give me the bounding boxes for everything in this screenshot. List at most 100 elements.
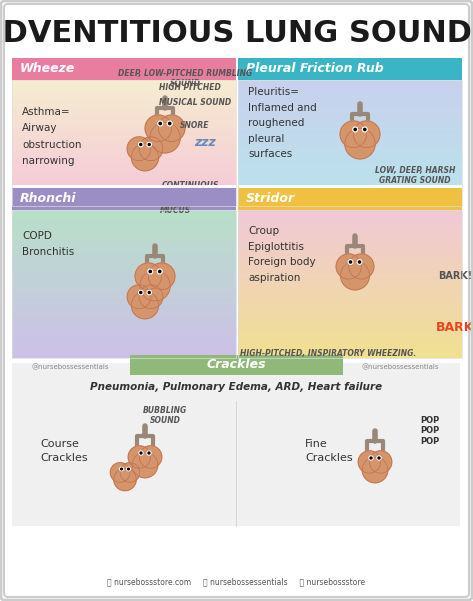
Bar <box>238 273 462 275</box>
Bar <box>12 168 236 169</box>
Bar <box>12 343 236 345</box>
Circle shape <box>369 456 373 460</box>
Bar <box>238 162 462 163</box>
Bar <box>238 257 462 259</box>
Bar <box>238 284 462 285</box>
Bar <box>12 148 236 149</box>
Bar <box>238 215 462 216</box>
Bar <box>238 305 462 306</box>
Bar <box>12 272 236 273</box>
Bar <box>238 355 462 356</box>
Bar <box>12 147 236 148</box>
Bar <box>238 285 462 287</box>
Bar <box>238 253 462 254</box>
Text: 🌐 nursebossstore.com     📷 nursebossessentials     📌 nursebossstore: 🌐 nursebossstore.com 📷 nursebossessentia… <box>107 578 365 587</box>
Bar <box>12 145 236 147</box>
Bar <box>238 259 462 260</box>
Circle shape <box>377 456 381 460</box>
Bar <box>238 222 462 224</box>
Bar <box>238 87 462 88</box>
Bar <box>238 188 462 210</box>
Circle shape <box>348 260 353 264</box>
Bar <box>238 104 462 105</box>
Circle shape <box>139 290 143 294</box>
Circle shape <box>341 261 369 290</box>
Bar <box>12 197 236 198</box>
Circle shape <box>140 144 142 145</box>
Bar <box>238 272 462 273</box>
Bar <box>12 330 236 331</box>
Bar <box>238 287 462 288</box>
Bar <box>238 141 462 142</box>
Bar <box>238 291 462 293</box>
Bar <box>12 136 236 138</box>
Bar <box>12 299 236 300</box>
Bar <box>12 194 236 195</box>
Bar <box>238 353 462 355</box>
Bar <box>238 347 462 349</box>
Bar <box>12 182 236 183</box>
Bar <box>238 119 462 120</box>
Bar <box>12 273 236 275</box>
Bar <box>238 342 462 343</box>
Bar <box>238 132 462 133</box>
Circle shape <box>353 121 380 148</box>
Bar <box>238 120 462 121</box>
Bar <box>238 251 462 253</box>
Bar <box>238 115 462 117</box>
Text: POP
POP
POP: POP POP POP <box>420 416 439 446</box>
Bar <box>12 237 236 238</box>
Circle shape <box>159 123 161 124</box>
Bar <box>12 188 236 190</box>
Bar <box>12 340 236 342</box>
Circle shape <box>127 285 151 309</box>
Bar <box>238 243 462 244</box>
Bar <box>12 126 236 127</box>
Bar <box>12 325 236 327</box>
Bar <box>12 232 236 234</box>
Bar <box>12 222 236 224</box>
Bar <box>12 275 236 276</box>
Bar <box>238 294 462 296</box>
Bar <box>238 235 462 237</box>
Text: Wheeze: Wheeze <box>20 63 75 76</box>
Bar <box>12 318 236 320</box>
Text: HIGH-PITCHED, INSPIRATORY WHEEZING.: HIGH-PITCHED, INSPIRATORY WHEEZING. <box>240 349 416 358</box>
Circle shape <box>139 285 163 309</box>
Circle shape <box>139 137 163 160</box>
Circle shape <box>140 446 162 468</box>
Bar <box>12 228 236 229</box>
Circle shape <box>114 468 136 490</box>
Bar <box>12 312 236 314</box>
Bar <box>12 349 236 350</box>
Bar <box>238 323 462 324</box>
Text: BARK!: BARK! <box>438 271 472 281</box>
Circle shape <box>158 270 161 273</box>
Bar <box>12 127 236 128</box>
Bar <box>238 178 462 180</box>
Bar <box>12 157 236 158</box>
Bar <box>12 282 236 284</box>
Bar <box>238 180 462 181</box>
Text: Asthma=
Airway
obstruction
narrowing: Asthma= Airway obstruction narrowing <box>22 107 81 166</box>
Bar <box>238 248 462 250</box>
Bar <box>12 265 236 266</box>
Bar <box>12 152 236 153</box>
Bar <box>12 113 236 114</box>
Circle shape <box>147 451 151 455</box>
Bar <box>12 251 236 253</box>
Bar <box>12 139 236 141</box>
Circle shape <box>147 142 151 147</box>
Bar <box>238 149 462 151</box>
Bar <box>238 205 462 206</box>
Bar <box>238 190 462 191</box>
Bar <box>12 159 236 160</box>
Bar <box>12 132 236 133</box>
Text: Crackles: Crackles <box>206 359 266 371</box>
Bar <box>238 168 462 169</box>
Bar <box>238 293 462 294</box>
Bar <box>12 297 236 299</box>
Bar <box>238 90 462 91</box>
Bar <box>238 320 462 321</box>
Text: Stridor: Stridor <box>246 192 295 206</box>
